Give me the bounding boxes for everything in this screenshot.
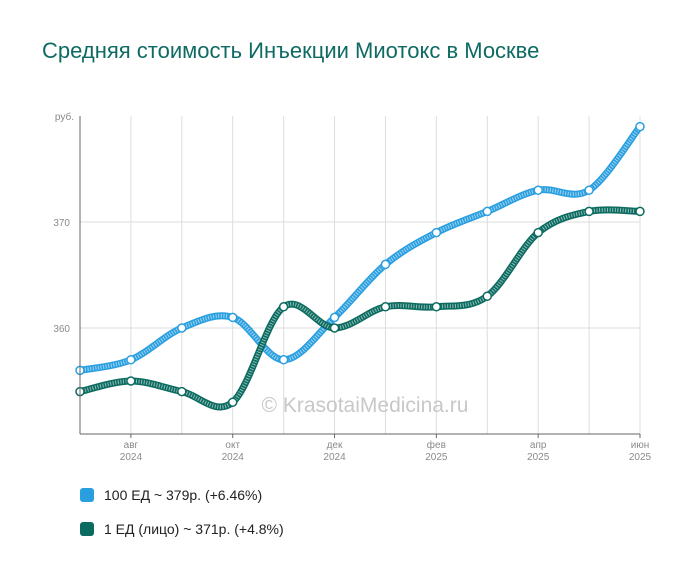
x-tick-label: апр xyxy=(530,440,547,451)
x-tick-label: фев xyxy=(427,439,446,451)
data-point xyxy=(227,312,238,323)
y-axis-unit-label: руб. xyxy=(55,111,74,123)
data-point xyxy=(533,185,543,195)
x-tick-label: июн xyxy=(631,440,650,451)
series-layer xyxy=(75,121,645,411)
data-point xyxy=(227,397,238,407)
x-tick-label: дек xyxy=(327,440,343,451)
x-tick-year-label: 2024 xyxy=(323,452,346,463)
axis-layer: 360370руб.авг2024окт2024дек2024фев2025ап… xyxy=(53,111,651,463)
data-point xyxy=(533,227,543,238)
legend-item-1-ed[interactable]: 1 ЕД (лицо) ~ 371р. (+4.8%) xyxy=(80,520,284,538)
x-tick-year-label: 2025 xyxy=(629,452,652,463)
x-tick-year-label: 2025 xyxy=(527,452,550,463)
data-point xyxy=(635,121,645,132)
legend-label: 1 ЕД (лицо) ~ 371р. (+4.8%) xyxy=(104,521,284,537)
y-tick-label: 360 xyxy=(53,324,70,335)
legend-label: 100 ЕД ~ 379р. (+6.46%) xyxy=(104,487,263,503)
data-point xyxy=(482,206,493,217)
legend-swatch xyxy=(80,522,94,536)
data-point xyxy=(380,259,391,270)
data-point xyxy=(177,323,187,333)
legend-item-100-ed[interactable]: 100 ЕД ~ 379р. (+6.46%) xyxy=(80,486,284,504)
legend: 100 ЕД ~ 379р. (+6.46%) 1 ЕД (лицо) ~ 37… xyxy=(80,486,284,538)
x-tick-label: авг xyxy=(124,440,139,451)
x-tick-label: окт xyxy=(225,440,240,451)
data-point xyxy=(126,355,136,365)
x-tick-year-label: 2024 xyxy=(222,452,245,463)
data-point xyxy=(584,185,594,195)
data-point xyxy=(278,355,289,365)
x-tick-year-label: 2024 xyxy=(120,452,143,463)
series-line-texture xyxy=(79,125,642,373)
data-point xyxy=(431,227,442,238)
data-point xyxy=(329,323,340,333)
series-line-1 xyxy=(76,206,644,411)
data-point xyxy=(380,302,391,312)
y-tick-label: 370 xyxy=(53,218,70,229)
grid-layer xyxy=(80,116,641,434)
data-point xyxy=(278,302,289,312)
data-point xyxy=(329,312,340,323)
chart-title: Средняя стоимость Инъекции Миотокс в Мос… xyxy=(42,38,540,63)
data-point xyxy=(635,206,645,217)
data-point xyxy=(482,291,493,301)
series-line-texture xyxy=(79,207,641,409)
legend-swatch xyxy=(80,488,94,502)
watermark: © KrasotaiMedicina.ru xyxy=(262,394,469,417)
x-tick-year-label: 2025 xyxy=(425,452,448,463)
data-point xyxy=(431,302,442,312)
data-point xyxy=(584,206,594,217)
data-point xyxy=(177,386,187,397)
data-point xyxy=(126,376,136,386)
series-line-0 xyxy=(76,123,644,374)
